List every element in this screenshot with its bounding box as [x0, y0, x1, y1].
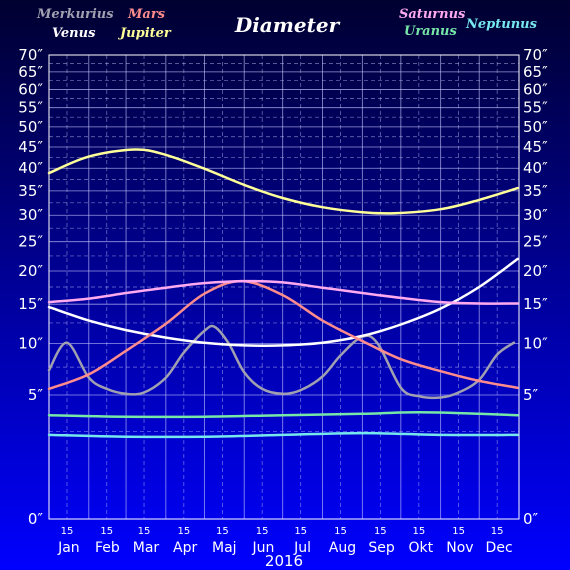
x-day-label: 15	[452, 526, 465, 537]
x-day-label: 15	[334, 526, 347, 537]
x-month-label: Sep	[368, 540, 395, 556]
x-day-label: 15	[374, 526, 387, 537]
legend: Merkurius Venus Mars Jupiter Saturnus Ur…	[36, 7, 538, 41]
x-day-label: 15	[177, 526, 190, 537]
x-day-label: 15	[294, 526, 307, 537]
y-tick-label-right: 50″	[523, 118, 548, 136]
y-tick-label-left: 20″	[18, 262, 43, 280]
x-month-label: Apr	[173, 540, 197, 556]
y-tick-label-right: 45″	[523, 138, 548, 156]
y-tick-label-left: 0″	[28, 510, 44, 528]
y-tick-label-right: 20″	[523, 262, 548, 280]
y-tick-label-left: 40″	[18, 159, 43, 177]
x-month-label: Nov	[446, 540, 473, 556]
y-tick-label-left: 45″	[18, 138, 43, 156]
y-tick-label-right: 5″	[523, 386, 539, 404]
legend-mars: Mars	[127, 7, 166, 22]
x-month-label: Jul	[293, 540, 311, 556]
x-month-label: Mar	[133, 540, 160, 556]
legend-jupiter: Jupiter	[117, 26, 172, 41]
x-month-label: Dec	[486, 540, 513, 556]
y-tick-label-right: 55″	[523, 99, 548, 117]
series-line-merkurius	[47, 324, 516, 400]
x-day-label: 15	[412, 526, 425, 537]
y-tick-label-left: 55″	[18, 99, 43, 117]
y-tick-label-left: 70″	[18, 46, 43, 64]
legend-merkurius: Merkurius	[36, 7, 114, 22]
y-tick-label-left: 60″	[18, 80, 43, 98]
series-line-jupiter	[47, 148, 519, 215]
legend-venus: Venus	[52, 26, 96, 41]
chart-title: Diameter	[234, 13, 341, 37]
series-line-mars	[47, 279, 519, 391]
x-month-label: Jun	[252, 540, 275, 556]
legend-neptunus: Neptunus	[465, 17, 538, 32]
y-tick-label-right: 30″	[523, 206, 548, 224]
y-tick-label-right: 40″	[523, 159, 548, 177]
series-line-venus	[47, 257, 519, 347]
y-tick-label-right: 25″	[523, 233, 548, 251]
year-label: 2016	[265, 552, 303, 570]
grid	[48, 54, 520, 520]
series-line-neptunus	[47, 431, 519, 439]
x-day-label: 15	[138, 526, 151, 537]
y-tick-label-left: 50″	[18, 118, 43, 136]
x-day-label: 15	[216, 526, 229, 537]
series-line-saturnus	[47, 279, 519, 305]
x-day-label: 15	[256, 526, 269, 537]
x-month-label: Aug	[329, 540, 356, 556]
y-tick-label-left: 10″	[18, 335, 43, 353]
y-tick-label-left: 15″	[18, 295, 43, 313]
x-month-label: Okt	[408, 540, 433, 556]
legend-saturnus: Saturnus	[399, 7, 466, 22]
y-tick-label-right: 35″	[523, 182, 548, 200]
series-layer	[47, 148, 519, 439]
y-tick-label-left: 25″	[18, 233, 43, 251]
y-tick-label-left: 5″	[28, 386, 44, 404]
y-tick-label-left: 35″	[18, 182, 43, 200]
y-tick-label-right: 70″	[523, 46, 548, 64]
y-tick-label-right: 65″	[523, 63, 548, 81]
y-tick-label-right: 0″	[523, 510, 539, 528]
x-day-label: 15	[100, 526, 113, 537]
x-day-label: 15	[61, 526, 74, 537]
x-month-label: Feb	[95, 540, 120, 556]
x-month-label: Jan	[57, 540, 80, 556]
x-month-label: Maj	[212, 540, 237, 556]
y-axis-right: 0″ 5″ 10″ 15″ 20″ 25″ 30″ 35″ 40″ 45″ 50″55″60″65″…	[523, 46, 548, 528]
legend-uranus: Uranus	[404, 24, 458, 39]
x-axis: 15 Jan 15 Feb 15 Mar 15 Apr 15 Maj 15 Jun 15 Jul 15 Aug…	[57, 526, 513, 556]
y-tick-label-left: 65″	[18, 63, 43, 81]
series-line-uranus	[47, 411, 519, 419]
y-tick-label-right: 60″	[523, 80, 548, 98]
y-tick-label-right: 15″	[523, 295, 548, 313]
x-day-label: 15	[491, 526, 504, 537]
y-tick-label-left: 30″	[18, 206, 43, 224]
y-tick-label-right: 10″	[523, 335, 548, 353]
plot-frame	[48, 54, 520, 520]
y-axis-left: 0″ 5″ 10″ 15″ 20″ 25″ 30″ 35″ 40″ 45″ 50″55″60″65″…	[18, 46, 43, 528]
